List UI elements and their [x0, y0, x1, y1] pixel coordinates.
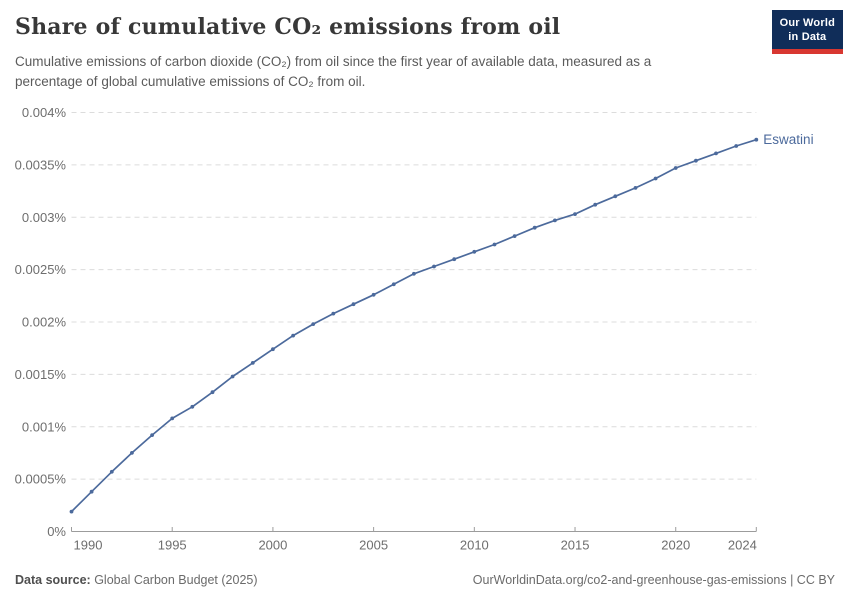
x-tick-label: 2010 [460, 538, 489, 553]
data-point[interactable] [714, 151, 718, 156]
data-point[interactable] [412, 271, 416, 276]
data-point[interactable] [170, 416, 175, 421]
data-point[interactable] [492, 242, 497, 247]
y-tick-label: 0.0015% [15, 367, 67, 382]
data-point[interactable] [250, 361, 255, 365]
data-point[interactable] [653, 176, 658, 181]
data-point[interactable] [754, 137, 759, 142]
data-point[interactable] [573, 212, 577, 216]
owid-logo-line1: Our World [779, 17, 835, 29]
x-tick-label: 2024 [728, 538, 757, 553]
data-line[interactable] [70, 138, 757, 513]
x-tick-label: 2020 [661, 538, 690, 553]
data-point[interactable] [391, 282, 396, 287]
y-tick-label: 0.004% [22, 105, 67, 120]
y-tick-label: 0.003% [22, 210, 67, 225]
data-point[interactable] [512, 234, 517, 239]
y-tick-label: 0.0025% [15, 262, 67, 277]
data-source: Data source: Global Carbon Budget (2025) [15, 573, 258, 587]
y-tick-label: 0.002% [22, 315, 67, 330]
data-point[interactable] [109, 469, 114, 474]
data-point[interactable] [331, 311, 336, 316]
data-point[interactable] [351, 302, 356, 307]
data-point[interactable] [89, 489, 94, 494]
y-tick-label: 0.0005% [15, 472, 67, 487]
data-point[interactable] [472, 249, 477, 254]
data-point[interactable] [210, 390, 215, 395]
x-tick-label: 1995 [158, 538, 187, 553]
data-source-text: Global Carbon Budget (2025) [90, 573, 258, 587]
data-point[interactable] [673, 166, 678, 170]
data-point[interactable] [593, 202, 598, 207]
line-chart: 0% 0.0005% 0.001% 0.0015% 0.002% 0.0025% 0.003… [0, 100, 850, 560]
data-point[interactable] [130, 451, 134, 455]
footer-link[interactable]: OurWorldinData.org/co2-and-greenhouse-ga… [472, 573, 835, 587]
chart-footer: Data source: Global Carbon Budget (2025)… [15, 573, 835, 587]
plot-area: 0% 0.0005% 0.001% 0.0015% 0.002% 0.0025% 0.003… [15, 105, 814, 553]
chart-title: Share of cumulative CO₂ emissions from o… [15, 14, 561, 40]
data-point[interactable] [432, 264, 436, 269]
data-source-label: Data source: [15, 573, 91, 587]
y-tick-label: 0.001% [22, 419, 67, 434]
data-point[interactable] [150, 433, 155, 437]
data-point[interactable] [371, 292, 376, 297]
data-point[interactable] [452, 257, 457, 262]
data-point[interactable] [553, 218, 557, 223]
series-end-label[interactable]: Eswatini [763, 132, 813, 147]
data-point[interactable] [69, 509, 74, 514]
data-point[interactable] [271, 347, 275, 352]
x-tick-label: 1990 [74, 538, 103, 553]
data-point[interactable] [230, 374, 235, 379]
x-tick-label: 2005 [359, 538, 388, 553]
x-tick-label: 2000 [258, 538, 287, 553]
data-point[interactable] [734, 144, 739, 148]
data-point[interactable] [613, 194, 618, 199]
y-tick-label: 0% [47, 524, 66, 539]
owid-logo[interactable]: Our World in Data [771, 10, 843, 54]
owid-logo-line2: in Data [788, 31, 827, 44]
x-tick-label: 2015 [561, 538, 590, 553]
chart-subtitle: Cumulative emissions of carbon dioxide (… [15, 54, 652, 90]
data-point[interactable] [291, 333, 295, 338]
data-point[interactable] [311, 322, 316, 326]
data-point[interactable] [633, 186, 638, 190]
data-point[interactable] [532, 225, 537, 230]
y-tick-label: 0.0035% [15, 157, 67, 172]
data-point[interactable] [190, 404, 195, 409]
data-point[interactable] [694, 158, 698, 163]
